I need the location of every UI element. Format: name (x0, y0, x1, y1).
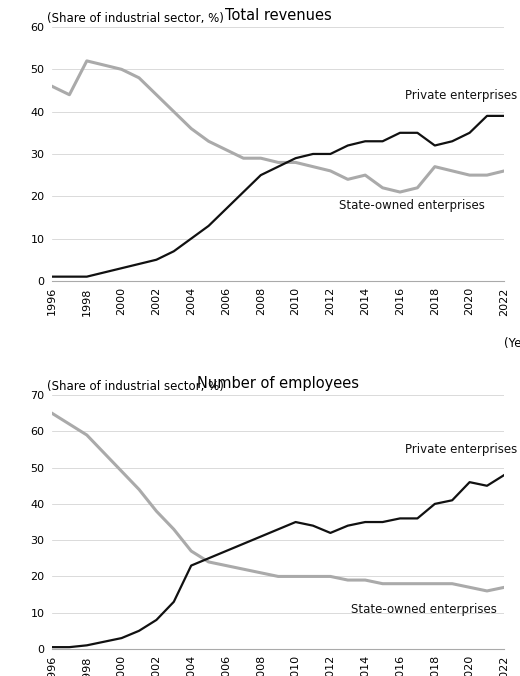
Text: (Year): (Year) (504, 337, 520, 349)
Text: Private enterprises: Private enterprises (405, 443, 517, 456)
Text: State-owned enterprises: State-owned enterprises (339, 199, 485, 212)
Title: Total revenues: Total revenues (225, 8, 332, 23)
Text: (Share of industrial sector, %): (Share of industrial sector, %) (47, 380, 224, 393)
Title: Number of employees: Number of employees (197, 376, 359, 391)
Text: (Share of industrial sector, %): (Share of industrial sector, %) (47, 11, 224, 24)
Text: State-owned enterprises: State-owned enterprises (352, 603, 497, 616)
Text: Private enterprises: Private enterprises (405, 89, 517, 102)
